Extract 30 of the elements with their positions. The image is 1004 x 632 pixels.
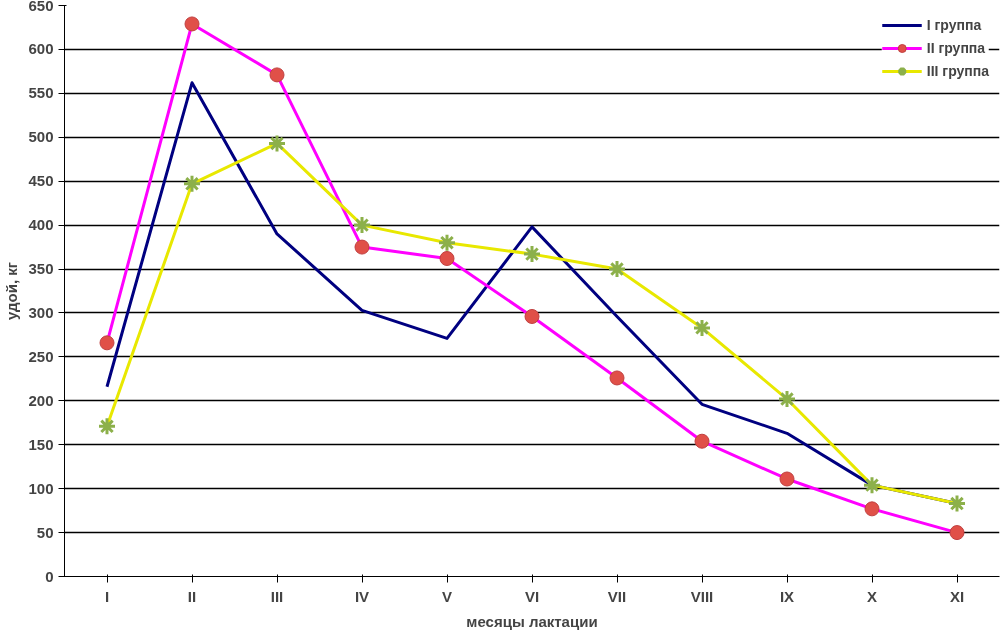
y-tick-label: 650 xyxy=(28,0,54,14)
y-tick-label: 550 xyxy=(28,84,54,102)
y-tick-label: 300 xyxy=(28,303,54,321)
legend-label: II группа xyxy=(926,40,986,56)
x-tick-label: VIII xyxy=(690,587,714,605)
x-tick-label: IX xyxy=(779,587,795,605)
y-axis-title: удой, кг xyxy=(3,262,21,320)
x-tick-label: XI xyxy=(949,587,965,605)
x-tick-label: V xyxy=(442,587,453,605)
y-tick-label: 100 xyxy=(28,479,54,497)
y-tick-label: 200 xyxy=(28,391,54,409)
x-tick-label: II xyxy=(187,587,197,605)
x-tick-label: VI xyxy=(524,587,540,605)
x-tick-label: III xyxy=(270,587,284,605)
y-tick-label: 150 xyxy=(28,435,54,453)
y-tick-label: 400 xyxy=(28,216,54,234)
y-tick-label: 350 xyxy=(28,260,54,278)
legend-label: III группа xyxy=(926,63,989,79)
y-tick-label: 450 xyxy=(28,172,54,190)
x-tick-label: X xyxy=(867,587,878,605)
y-tick-label: 500 xyxy=(28,128,54,146)
x-axis-title: месяцы лактации xyxy=(466,612,598,630)
y-tick-label: 0 xyxy=(45,567,54,585)
x-tick-label: VII xyxy=(607,587,627,605)
y-tick-label: 50 xyxy=(36,523,54,541)
y-tick-label: 600 xyxy=(28,40,54,58)
x-tick-label: IV xyxy=(354,587,370,605)
y-tick-label: 250 xyxy=(28,347,54,365)
x-tick-label: I xyxy=(104,587,110,605)
legend-label: I группа xyxy=(926,17,982,33)
